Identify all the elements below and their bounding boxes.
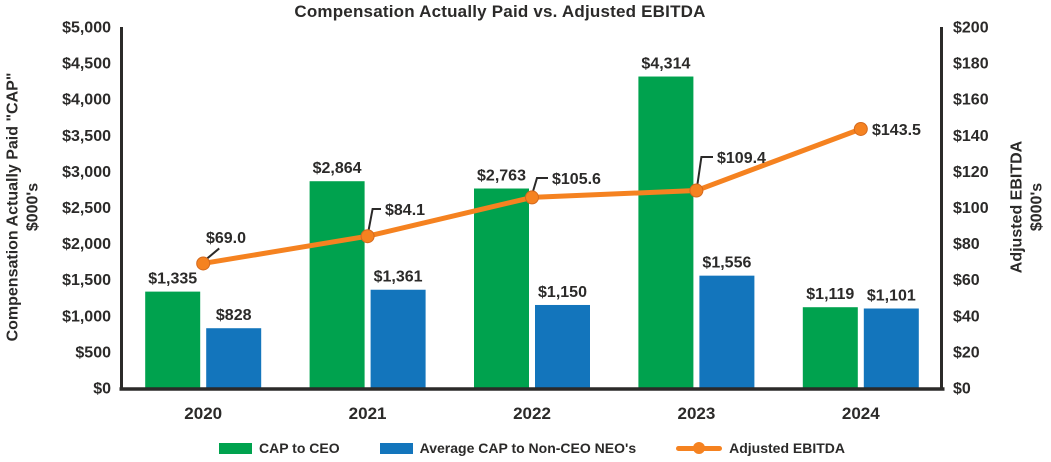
- left-axis-tick-label: $4,500: [62, 56, 111, 73]
- ebitda-marker-2024: [853, 121, 868, 136]
- legend-item-adjusted-ebitda: Adjusted EBITDA: [676, 440, 845, 456]
- left-axis-tick-label: $5,000: [62, 20, 111, 37]
- right-axis-tick-label: $140: [953, 128, 989, 145]
- line-value-label: $105.6: [552, 171, 601, 188]
- bar-cap-to-ceo-2022: [474, 188, 529, 390]
- right-axis-tick-label: $180: [953, 56, 989, 73]
- left-axis-tick-label: $0: [93, 381, 111, 398]
- bar-avg-cap-non-ceo-neo-2023: [699, 275, 755, 390]
- x-axis-label-2020: 2020: [184, 404, 222, 423]
- bar-value-label: $1,556: [702, 255, 751, 272]
- left-axis-tick-label: $4,000: [62, 92, 111, 109]
- bar-value-label: $1,361: [374, 269, 423, 286]
- bar-value-label: $2,763: [477, 168, 526, 185]
- line-value-label: $69.0: [206, 230, 246, 247]
- left-axis-tick-label: $1,000: [62, 308, 111, 325]
- bar-avg-cap-non-ceo-neo-2024: [863, 308, 919, 390]
- bar-avg-cap-non-ceo-neo-2020: [206, 328, 262, 390]
- legend-label: Average CAP to Non-CEO NEO's: [419, 440, 637, 456]
- legend-label: Adjusted EBITDA: [729, 440, 845, 456]
- callout-connector: [206, 247, 220, 260]
- legend-line-dot-icon: [693, 442, 706, 454]
- bar-cap-to-ceo-2020: [145, 291, 201, 390]
- right-axis-tick-label: $60: [953, 272, 980, 289]
- legend-item-avg-cap-non-ceo-neo: Average CAP to Non-CEO NEO's: [379, 440, 637, 456]
- right-axis-tick-label: $100: [953, 200, 989, 217]
- legend-label: CAP to CEO: [258, 440, 340, 456]
- ebitda-marker-2020: [196, 256, 211, 271]
- legend-item-cap-to-ceo: CAP to CEO: [218, 440, 340, 456]
- bar-cap-to-ceo-2023: [638, 76, 694, 390]
- callout-connector: [367, 208, 381, 231]
- callout-connector: [532, 177, 548, 192]
- left-axis-tick-label: $500: [75, 344, 111, 361]
- chart-title: Compensation Actually Paid vs. Adjusted …: [294, 2, 706, 21]
- x-axis-label-2021: 2021: [349, 404, 387, 423]
- bar-value-label: $1,101: [867, 288, 916, 305]
- bar-cap-to-ceo-2024: [802, 307, 858, 390]
- right-axis-tick-label: $40: [953, 308, 980, 325]
- x-axis-label-2022: 2022: [513, 404, 551, 423]
- ebitda-marker-2021: [360, 229, 375, 244]
- bar-value-label: $1,150: [538, 284, 587, 301]
- ebitda-marker-2022: [525, 190, 539, 205]
- legend-bar-swatch-icon: [218, 442, 252, 454]
- left-axis-tick-label: $3,500: [62, 128, 111, 145]
- bar-value-label: $1,335: [148, 271, 197, 288]
- right-axis-tick-label: $80: [953, 236, 980, 253]
- bar-avg-cap-non-ceo-neo-2022: [535, 304, 590, 390]
- right-axis-tick-label: $120: [953, 164, 989, 181]
- legend-bar-swatch-icon: [379, 442, 413, 454]
- line-value-label: $109.4: [717, 150, 766, 167]
- ebitda-marker-2023: [689, 183, 704, 198]
- x-axis-label-2024: 2024: [842, 404, 880, 423]
- bar-value-label: $1,119: [806, 286, 854, 303]
- bar-value-label: $4,314: [641, 56, 690, 73]
- legend-line-swatch-icon: [676, 441, 723, 455]
- line-value-label: $143.5: [872, 122, 921, 139]
- bar-avg-cap-non-ceo-neo-2021: [370, 289, 426, 390]
- left-axis-tick-label: $2,500: [62, 200, 111, 217]
- bar-value-label: $828: [216, 307, 252, 324]
- right-axis-tick-label: $20: [953, 344, 980, 361]
- right-axis-tick-label: $200: [953, 20, 989, 37]
- line-value-label: $84.1: [385, 202, 425, 219]
- bar-cap-to-ceo-2021: [309, 181, 365, 390]
- bar-value-label: $2,864: [313, 160, 362, 177]
- right-axis-tick-label: $0: [953, 381, 971, 398]
- left-axis-tick-label: $3,000: [62, 164, 111, 181]
- x-axis-label-2023: 2023: [677, 404, 715, 423]
- legend: CAP to CEO Average CAP to Non-CEO NEO's Ad…: [121, 436, 943, 460]
- callout-connector: [696, 156, 713, 185]
- left-axis-tick-label: $2,000: [62, 236, 111, 253]
- right-axis-tick-label: $160: [953, 92, 989, 109]
- left-axis-tick-label: $1,500: [62, 272, 111, 289]
